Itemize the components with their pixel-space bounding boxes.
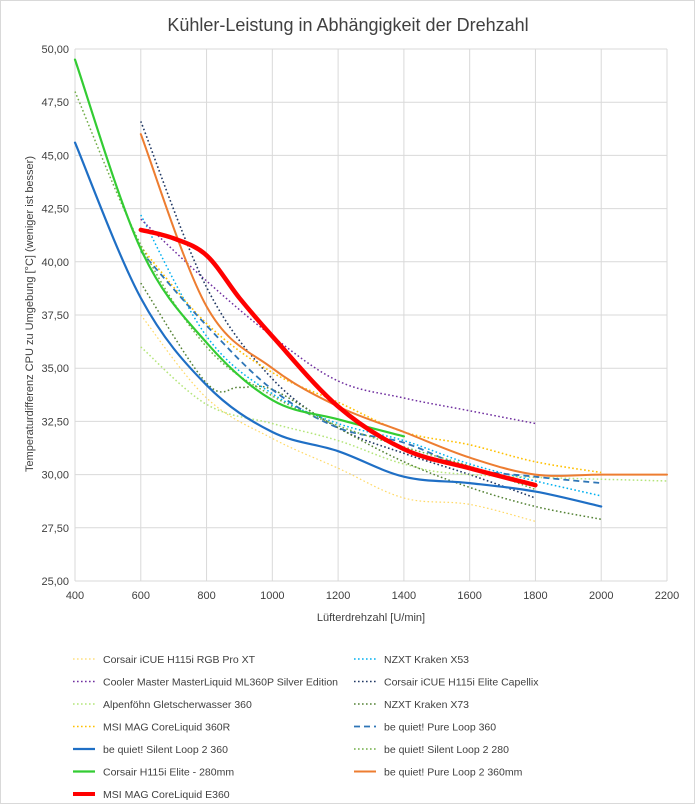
series-line — [140, 250, 602, 484]
series-line — [139, 133, 668, 477]
legend-label: Alpenföhn Gletscherwasser 360 — [103, 699, 252, 711]
x-axis-label: Lüfterdrehzahl [U/min] — [317, 612, 425, 624]
y-tick-label: 27,50 — [41, 523, 69, 535]
x-tick-label: 2200 — [655, 590, 679, 602]
x-tick-label: 600 — [132, 590, 150, 602]
legend-label: Corsair iCUE H115i RGB Pro XT — [103, 654, 256, 666]
y-tick-label: 30,00 — [41, 470, 69, 482]
y-tick-label: 35,00 — [41, 363, 69, 375]
series-line — [74, 91, 536, 491]
x-tick-label: 400 — [66, 590, 84, 602]
x-tick-label: 800 — [197, 590, 215, 602]
series-line — [138, 227, 538, 488]
legend-label: MSI MAG CoreLiquid E360 — [103, 789, 230, 801]
series-line — [73, 141, 603, 508]
series-line — [140, 121, 536, 499]
x-tick-label: 1200 — [326, 590, 350, 602]
y-axis-label: Temperaturdifferenz CPU zu Umgebung [°C]… — [24, 156, 36, 472]
y-tick-label: 40,00 — [41, 257, 69, 269]
y-tick-label: 50,00 — [41, 44, 69, 56]
legend-label: MSI MAG CoreLiquid 360R — [103, 722, 231, 734]
legend-label: be quiet! Pure Loop 2 360mm — [384, 767, 523, 779]
y-tick-label: 45,00 — [41, 150, 69, 162]
legend-label: NZXT Kraken X73 — [384, 699, 469, 711]
series-line — [140, 282, 602, 521]
legend-label: be quiet! Pure Loop 360 — [384, 722, 496, 734]
series-line — [140, 214, 602, 497]
legend-label: Cooler Master MasterLiquid ML360P Silver… — [103, 677, 338, 689]
series-line — [140, 246, 602, 474]
x-tick-label: 1600 — [457, 590, 481, 602]
x-tick-label: 1800 — [523, 590, 547, 602]
x-tick-label: 1400 — [392, 590, 416, 602]
y-tick-label: 47,50 — [41, 97, 69, 109]
series-line — [73, 58, 405, 438]
series-lines — [73, 58, 668, 522]
gridlines — [74, 48, 668, 582]
y-tick-label: 25,00 — [41, 576, 69, 588]
y-tick-label: 42,50 — [41, 204, 69, 216]
x-tick-label: 1000 — [260, 590, 284, 602]
legend-label: Corsair H115i Elite - 280mm — [103, 767, 234, 779]
legend-label: Corsair iCUE H115i Elite Capellix — [384, 677, 539, 689]
axes: 25,00 27,50 30,00 32,50 35,00 37,50 40,00 42,50… — [41, 44, 679, 602]
chart-title: Kühler-Leistung in Abhängigkeit der Dreh… — [167, 15, 528, 35]
legend: Corsair iCUE H115i RGB Pro XT NZXT Kraken… — [73, 654, 539, 801]
legend-label: be quiet! Silent Loop 2 360 — [103, 744, 228, 756]
x-tick-label: 2000 — [589, 590, 613, 602]
legend-label: NZXT Kraken X53 — [384, 654, 469, 666]
legend-label: be quiet! Silent Loop 2 280 — [384, 744, 509, 756]
y-tick-label: 32,50 — [41, 416, 69, 428]
y-tick-label: 37,50 — [41, 310, 69, 322]
